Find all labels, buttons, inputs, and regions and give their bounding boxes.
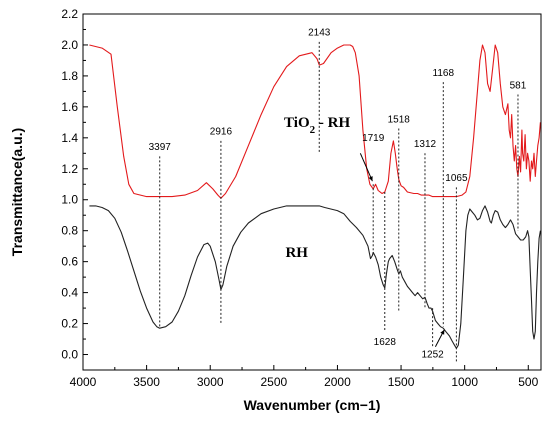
- peak-label-2143: 2143: [308, 28, 331, 39]
- x-tick-label: 2500: [260, 375, 287, 389]
- plot-frame: [82, 13, 542, 371]
- series-label-tio2-rh: TiO2 - RH: [284, 115, 350, 136]
- peak-label-1518: 1518: [388, 114, 411, 125]
- axis-titles: TiO2 - RH RH Wavenumber (cm−1) Transmittanc…: [9, 115, 380, 413]
- x-tick-label: 3000: [197, 375, 224, 389]
- peak-label-1252: 1252: [421, 350, 444, 361]
- y-tick-label: 2.2: [61, 7, 78, 21]
- y-tick-label: 0.0: [61, 348, 78, 362]
- x-axis-title: Wavenumber (cm−1): [244, 397, 381, 413]
- series-line-rh: [89, 205, 541, 349]
- peak-label-1168: 1168: [433, 68, 455, 79]
- y-tick-label: 1.0: [61, 193, 78, 207]
- y-tick-label: 1.6: [61, 100, 78, 114]
- y-tick-label: 0.6: [61, 255, 78, 269]
- y-tick-label: 0.2: [61, 317, 78, 331]
- series-label-rh: RH: [285, 245, 308, 261]
- peak-label-1719: 1719: [362, 133, 385, 144]
- peak-arrow-1252-head: [440, 329, 445, 335]
- x-tick-label: 4000: [70, 375, 97, 389]
- y-tick-label: 1.8: [61, 69, 78, 83]
- peak-annotations: 3397 2916 2143 1719 1628 1518 1312 1252 1168 1065…: [149, 28, 527, 363]
- y-tick-label: 2.0: [61, 38, 78, 52]
- axes: 4000 3500 3000 2500 2000 1500 1000 500 0.0 0.2 0.4…: [61, 7, 542, 389]
- x-tick-label: 1500: [388, 375, 415, 389]
- x-tick-label: 3500: [133, 375, 160, 389]
- x-tick-label: 2000: [324, 375, 351, 389]
- peak-label-3397: 3397: [149, 142, 172, 153]
- plot-area: [89, 44, 541, 349]
- peak-label-2916: 2916: [210, 127, 233, 138]
- peak-arrow-1719-head: [368, 176, 373, 182]
- x-tick-label: 1000: [451, 375, 478, 389]
- peak-label-1312: 1312: [414, 139, 437, 150]
- series-line-tio2-rh: [89, 44, 541, 199]
- y-tick-label: 1.2: [61, 162, 78, 176]
- y-tick-label: 1.4: [61, 131, 78, 145]
- y-tick-label: 0.4: [61, 286, 78, 300]
- y-axis-title: Transmittance(a.u.): [9, 128, 25, 256]
- x-tick-label: 500: [518, 375, 538, 389]
- peak-label-581: 581: [510, 80, 527, 91]
- peak-arrow-1719: [359, 153, 373, 182]
- peak-label-1065: 1065: [445, 173, 468, 184]
- peak-label-1628: 1628: [374, 337, 397, 348]
- y-tick-label: 0.8: [61, 224, 78, 238]
